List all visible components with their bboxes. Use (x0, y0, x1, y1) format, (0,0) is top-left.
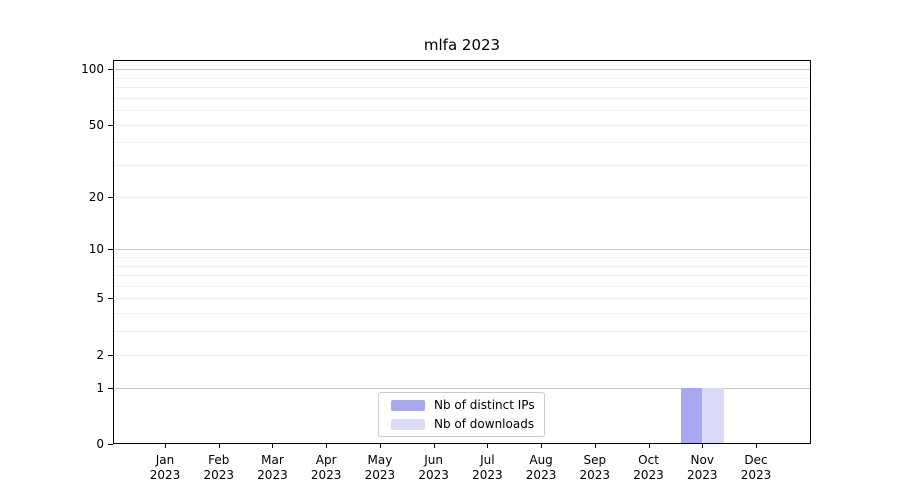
gridline-minor (114, 256, 810, 258)
y-tick-mark (108, 354, 113, 356)
gridline-major (114, 249, 810, 251)
plot-frame (113, 60, 811, 444)
y-tick-mark (108, 249, 113, 251)
y-tick-label: 100 (81, 62, 104, 77)
bar-distinct-ips (680, 387, 703, 444)
gridline-minor (114, 313, 810, 315)
x-tick-mark (218, 444, 220, 448)
x-tick-mark (433, 444, 435, 448)
x-tick-mark (326, 444, 328, 448)
gridline-minor (114, 331, 810, 333)
y-tick-mark (108, 124, 113, 126)
gridline-minor (114, 97, 810, 99)
gridline-major (114, 69, 810, 71)
x-tick-label: Jul 2023 (472, 453, 503, 482)
x-tick-mark (165, 444, 166, 448)
x-tick-mark (379, 444, 381, 448)
x-tick-label: Oct 2023 (633, 453, 664, 482)
y-tick-mark (108, 298, 113, 300)
x-tick-label: Dec 2023 (740, 453, 772, 482)
gridline-minor (114, 142, 810, 144)
y-tick-label: 10 (88, 242, 104, 257)
legend-label-downloads: Nb of downloads (434, 417, 535, 431)
gridline-minor (114, 110, 810, 112)
chart-title: mlfa 2023 (423, 36, 501, 54)
gridline-minor (114, 87, 810, 89)
legend: Nb of distinct IPs Nb of downloads (378, 392, 545, 437)
gridline-minor (114, 124, 810, 126)
x-tick-mark (702, 444, 704, 448)
gridline-minor (114, 77, 810, 79)
x-tick-label: Nov 2023 (686, 453, 718, 482)
x-tick-mark (272, 444, 274, 448)
gridline-minor (114, 298, 810, 300)
x-tick-mark (487, 444, 489, 448)
gridline-minor (114, 354, 810, 356)
y-tick-label: 0 (96, 437, 104, 451)
bar-downloads (702, 387, 724, 444)
x-tick-label: Aug 2023 (525, 453, 557, 482)
legend-swatch-distinct-ips (391, 400, 425, 411)
y-tick-label: 50 (88, 117, 104, 132)
y-tick-mark (108, 444, 113, 445)
gridline-major (114, 387, 810, 389)
x-tick-label: Sep 2023 (579, 453, 611, 482)
y-tick-label: 2 (96, 347, 104, 362)
gridline-minor (114, 285, 810, 287)
y-tick-mark (108, 387, 113, 389)
x-tick-mark (594, 444, 596, 448)
x-tick-label: Jan 2023 (149, 453, 181, 482)
x-tick-label: Jun 2023 (418, 453, 449, 482)
y-tick-mark (108, 69, 113, 71)
legend-entry-downloads: Nb of downloads (379, 415, 544, 434)
x-tick-label: Mar 2023 (257, 453, 288, 482)
y-tick-label: 1 (96, 380, 104, 395)
gridline-minor (114, 265, 810, 267)
x-tick-label: Apr 2023 (310, 453, 342, 482)
y-tick-label: 20 (88, 189, 104, 204)
legend-entry-distinct-ips: Nb of distinct IPs (379, 396, 544, 415)
y-tick-label: 5 (96, 291, 104, 306)
legend-label-distinct-ips: Nb of distinct IPs (434, 398, 535, 412)
gridline-minor (114, 196, 810, 198)
gridline-minor (114, 275, 810, 277)
legend-swatch-downloads (391, 419, 425, 430)
x-tick-mark (756, 444, 757, 448)
x-tick-label: May 2023 (364, 453, 396, 482)
x-tick-mark (541, 444, 543, 448)
gridline-minor (114, 165, 810, 167)
x-tick-mark (648, 444, 650, 448)
x-tick-label: Feb 2023 (203, 453, 234, 482)
y-tick-mark (108, 196, 113, 198)
